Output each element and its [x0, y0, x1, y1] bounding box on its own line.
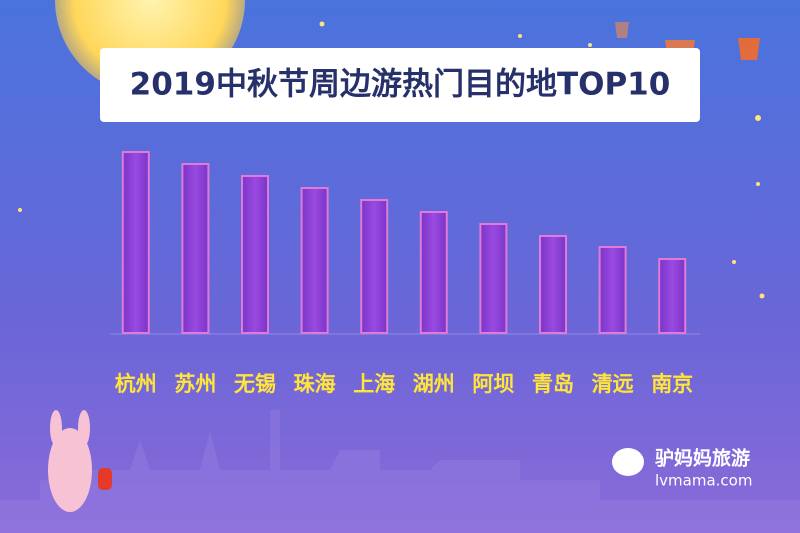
bar: [479, 223, 508, 334]
x-tick-label: 无锡: [234, 372, 276, 396]
x-tick-label: 上海: [353, 372, 395, 396]
bar: [658, 258, 687, 334]
plot: 杭州 苏州 无锡 珠海 上海 湖州 阿坝 青岛 清远 南京: [115, 151, 693, 396]
x-tick-label: 阿坝: [472, 372, 514, 396]
chart-title: 2019中秋节周边游热门目的地TOP10: [130, 67, 671, 103]
city-silhouette: [0, 410, 800, 533]
x-tick-label: 杭州: [115, 372, 157, 396]
x-tick-label: 清远: [592, 372, 634, 396]
x-tick-label: 南京: [651, 372, 693, 396]
bar: [360, 199, 389, 334]
logo-url: lvmama.com: [655, 472, 752, 490]
mascot: [48, 410, 112, 512]
title-box: [100, 48, 700, 122]
bar: [181, 163, 210, 334]
logo: 驴妈妈旅游 lvmama.com: [612, 447, 752, 490]
x-tick-label: 苏州: [174, 372, 216, 396]
bar: [419, 211, 448, 334]
x-tick-label: 珠海: [294, 372, 336, 396]
bar: [598, 246, 627, 334]
bar: [121, 151, 150, 334]
bar: [300, 187, 329, 334]
stars: [18, 21, 765, 299]
x-tick-label: 青岛: [532, 372, 574, 396]
bar: [241, 175, 269, 334]
bar: [539, 235, 567, 334]
logo-name: 驴妈妈旅游: [655, 447, 750, 470]
x-tick-label: 湖州: [413, 372, 455, 396]
